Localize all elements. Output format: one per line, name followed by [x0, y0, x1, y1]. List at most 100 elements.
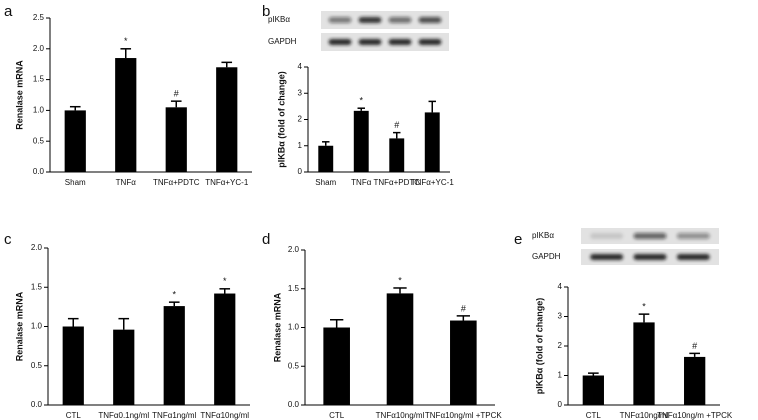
y-tick-label: 2.0 — [33, 44, 45, 53]
x-tick-label: Sham — [65, 178, 86, 187]
bar — [386, 293, 414, 405]
bar — [582, 375, 604, 405]
blot-band — [358, 17, 382, 23]
x-tick-label: TNFα+YC-1 — [205, 178, 249, 187]
blot-band — [590, 254, 624, 260]
bar — [633, 322, 655, 405]
y-tick-label: 2.0 — [288, 245, 300, 254]
y-tick-label: 0.0 — [33, 167, 45, 176]
x-tick-label: TNFα1ng/ml — [152, 411, 196, 420]
bar — [165, 107, 187, 172]
x-tick-label: TNFα+PDTC — [373, 178, 420, 187]
significance-mark: * — [124, 36, 128, 46]
panel-letter: c — [4, 231, 12, 248]
blot-band — [633, 233, 667, 239]
y-tick-label: 1.5 — [288, 284, 300, 293]
bar — [62, 326, 84, 405]
x-tick-label: TNFα10ng/ml — [200, 411, 249, 420]
x-tick-label: TNFα — [351, 178, 372, 187]
y-tick-label: 2.0 — [31, 243, 43, 252]
x-tick-label: TNFα — [116, 178, 137, 187]
blot-band — [676, 233, 710, 239]
y-tick-label: 4 — [298, 62, 303, 71]
y-axis-label: Renalase mRNA — [14, 60, 24, 130]
blot-band — [418, 17, 442, 23]
y-tick-label: 0.0 — [31, 400, 43, 409]
y-tick-label: 0 — [558, 400, 563, 409]
x-tick-label: Sham — [315, 178, 336, 187]
x-tick-label: TNFα10ng/ml — [620, 411, 669, 420]
x-tick-label: TNFα0.1ng/ml — [98, 411, 149, 420]
x-tick-label: TNFα+PDTC — [153, 178, 200, 187]
significance-mark: * — [223, 276, 227, 286]
panel-letter: b — [262, 3, 270, 20]
y-tick-label: 2 — [558, 341, 563, 350]
y-tick-label: 0 — [298, 167, 303, 176]
significance-mark: # — [394, 120, 399, 130]
panel-letter: d — [262, 231, 270, 248]
x-tick-label: TNFα10ng/ml — [376, 411, 425, 420]
y-tick-label: 1.0 — [33, 106, 45, 115]
significance-mark: # — [461, 303, 466, 313]
y-tick-label: 1.5 — [31, 282, 43, 291]
x-tick-label: TNFα10ng/m +TPCK — [657, 411, 733, 420]
bar — [64, 110, 86, 172]
blot-band — [328, 39, 352, 45]
blot-label: GAPDH — [532, 252, 561, 261]
bar — [214, 293, 236, 405]
significance-mark: * — [172, 290, 176, 300]
y-tick-label: 0.5 — [31, 361, 43, 370]
y-tick-label: 0.5 — [33, 136, 45, 145]
y-axis-label: pIKBα (fold of change) — [534, 298, 544, 395]
bar — [115, 58, 137, 172]
bar — [216, 67, 238, 172]
y-tick-label: 1 — [558, 371, 563, 380]
significance-mark: * — [359, 96, 363, 106]
blot-band — [358, 39, 382, 45]
bar — [389, 138, 405, 172]
y-axis-label: Renalase mRNA — [14, 291, 24, 361]
panel-letter: a — [4, 3, 13, 20]
blot-label: pIKBα — [268, 15, 290, 24]
y-tick-label: 3 — [558, 312, 563, 321]
blot-background — [321, 33, 449, 51]
bar — [684, 356, 706, 405]
bar — [113, 329, 135, 405]
blot-band — [388, 39, 412, 45]
blot-label: GAPDH — [268, 37, 297, 46]
blot-band — [388, 17, 412, 23]
x-tick-label: CTL — [586, 411, 602, 420]
bar — [163, 306, 185, 405]
significance-mark: # — [174, 89, 179, 99]
panel-letter: e — [514, 231, 522, 248]
y-tick-label: 1.0 — [31, 322, 43, 331]
blot-band — [590, 233, 624, 239]
significance-mark: * — [398, 275, 402, 285]
y-tick-label: 1 — [298, 141, 303, 150]
blot-band — [418, 39, 442, 45]
y-tick-label: 1.5 — [33, 75, 45, 84]
y-axis-label: pIKBα (fold of change) — [276, 71, 286, 168]
blot-label: pIKBα — [532, 231, 554, 240]
bar — [323, 327, 350, 405]
x-tick-label: CTL — [66, 411, 82, 420]
y-tick-label: 1.0 — [288, 323, 300, 332]
x-tick-label: TNFα+YC-1 — [411, 178, 455, 187]
blot-band — [676, 254, 710, 260]
y-axis-label: Renalase mRNA — [272, 292, 282, 362]
blot-background — [321, 11, 449, 29]
y-tick-label: 2 — [298, 115, 303, 124]
y-tick-label: 0.0 — [288, 400, 300, 409]
significance-mark: # — [692, 341, 697, 351]
y-tick-label: 4 — [558, 282, 563, 291]
x-tick-label: CTL — [329, 411, 345, 420]
bar — [424, 112, 440, 172]
x-tick-label: TNFα10ng/ml +TPCK — [425, 411, 503, 420]
y-tick-label: 2.5 — [33, 13, 45, 22]
blot-band — [633, 254, 667, 260]
significance-mark: * — [642, 302, 646, 312]
blot-band — [328, 17, 352, 23]
y-tick-label: 3 — [298, 88, 303, 97]
bar — [353, 110, 369, 172]
